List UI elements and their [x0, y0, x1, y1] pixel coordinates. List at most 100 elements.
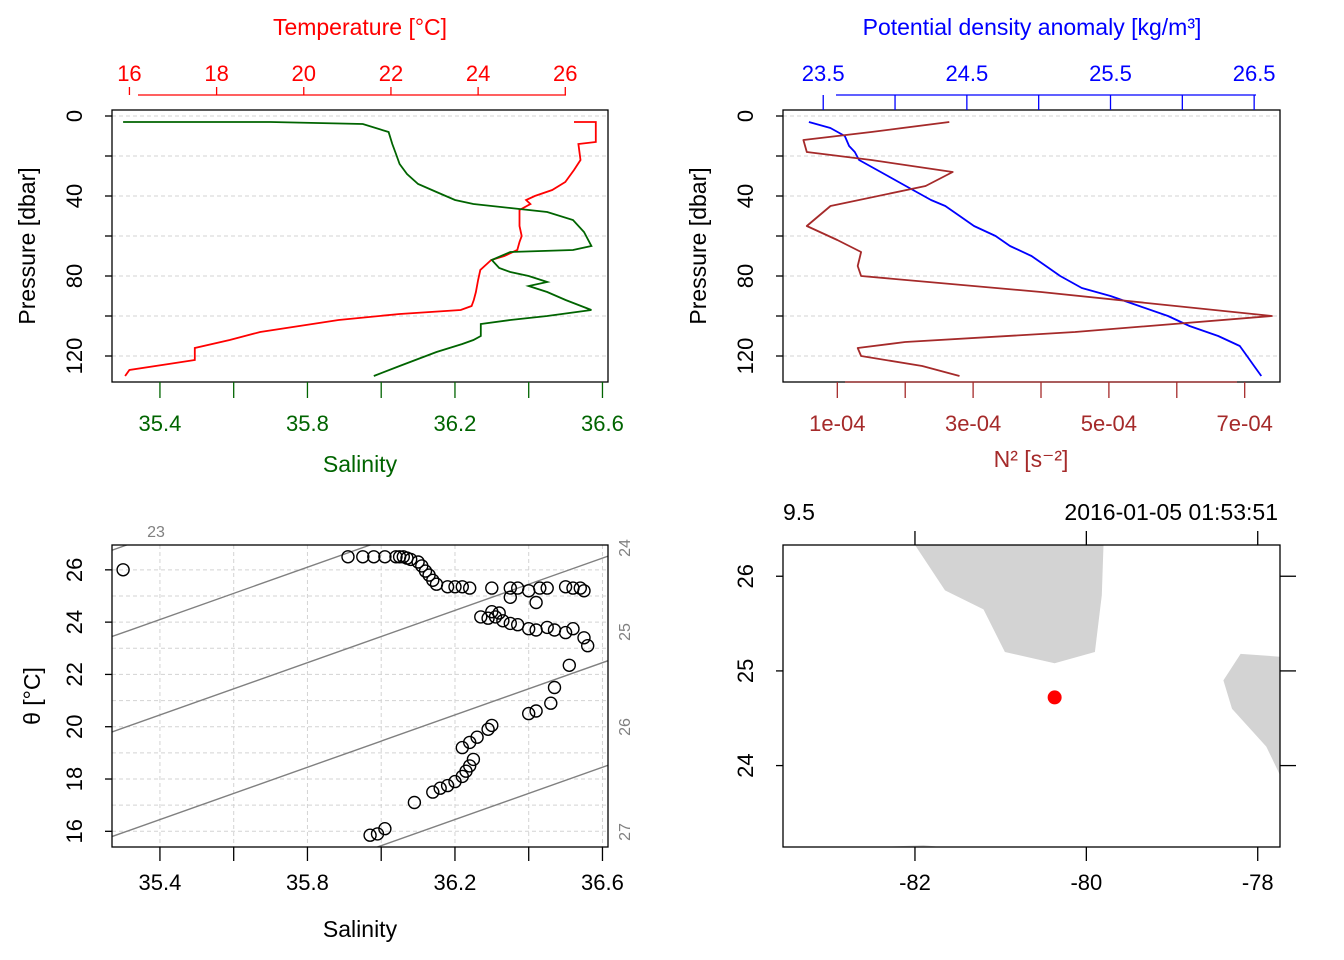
pressure-tick-label: 80 [733, 264, 758, 288]
ts-point [533, 581, 547, 595]
pressure-axis-ticks: 0 40 80 120 [62, 110, 112, 374]
ts-diagram-panel: 35.4 35.8 36.2 36.6 16 18 20 22 24 26 23 24 25 26 27… [19, 524, 634, 942]
ts-point [562, 658, 576, 672]
density-profile-lines [802, 121, 1273, 377]
ts-point [367, 550, 381, 564]
temperature-line [124, 121, 597, 377]
n2-axis-label: N² [s⁻²] [994, 446, 1069, 472]
ts-point [558, 580, 573, 594]
isopycnal-label: 25 [617, 623, 634, 641]
density-profile-frame [782, 109, 1281, 383]
isopycnal-label: 24 [617, 539, 634, 557]
ts-point [440, 580, 455, 594]
map-panel: -82 -80 -78 24 25 26 9.5 2016-01-05 01:53:51 [733, 499, 1296, 895]
temperature-tick-label: 20 [292, 61, 316, 86]
salinity-line [123, 121, 593, 377]
density-line [808, 121, 1263, 377]
temperature-tick-label: 18 [204, 61, 228, 86]
theta-tick-label: 26 [62, 558, 87, 582]
salinity-tick-label: 36.6 [581, 870, 624, 895]
ts-point [558, 625, 573, 640]
ts-point [426, 785, 440, 799]
ts-point [529, 595, 543, 610]
ts-diagram-ylabel: θ [°C] [19, 667, 45, 725]
ts-point [481, 611, 495, 625]
map-latitude-ticks: 24 25 26 [733, 564, 1296, 778]
pressure-tick-label: 0 [733, 110, 758, 122]
n2-axis-ticks: 1e-04 3e-04 5e-04 7e-04 [809, 382, 1273, 436]
ts-point [448, 774, 462, 789]
pressure-tick-label: 0 [62, 110, 87, 122]
isopycnal-label: 23 [147, 524, 165, 541]
temperature-tick-label: 24 [466, 61, 490, 86]
salinity-axis-label: Salinity [323, 451, 398, 477]
ts-diagram-x-ticks: 35.4 35.8 36.2 36.6 [139, 847, 624, 895]
ts-point [455, 740, 469, 755]
ts-point [492, 606, 506, 620]
longitude-tick-label: -82 [899, 870, 931, 895]
ts-point [485, 718, 499, 733]
isopycnal-line [375, 764, 608, 847]
n2-tick-label: 3e-04 [945, 411, 1001, 436]
ts-points [116, 550, 595, 842]
ts-point [566, 622, 580, 636]
ts-point [529, 623, 543, 637]
ts-point [404, 552, 418, 567]
ts-diagram-frame [111, 544, 609, 848]
ts-point [363, 828, 377, 842]
ts-point [341, 550, 355, 564]
land-polygon [915, 545, 1104, 664]
density-tick-label: 24.5 [945, 61, 988, 86]
pressure-axis-label: Pressure [dbar] [14, 167, 40, 324]
ts-point [466, 752, 481, 767]
map-land [880, 545, 1280, 847]
salinity-tick-label: 35.8 [286, 411, 329, 436]
theta-tick-label: 22 [62, 662, 87, 686]
ts-point [529, 704, 543, 718]
ts-point [488, 610, 503, 624]
salinity-tick-label: 35.8 [286, 870, 329, 895]
ts-point [389, 550, 403, 564]
isopycnal-label: 27 [617, 823, 634, 841]
pressure-tick-label: 120 [733, 338, 758, 375]
temperature-axis-label: Temperature [°C] [273, 14, 447, 40]
ts-point [540, 581, 554, 595]
ts-point [370, 827, 385, 841]
n2-tick-label: 7e-04 [1217, 411, 1273, 436]
ts-point [356, 550, 370, 564]
density-profile-grid [783, 115, 1280, 357]
ts-point [573, 581, 587, 595]
ts-point [503, 581, 517, 595]
latitude-tick-label: 25 [733, 659, 758, 683]
station-marker [1047, 690, 1062, 705]
isopycnal-line [112, 545, 373, 638]
isopycnal-line [112, 660, 608, 838]
ts-point [566, 581, 580, 595]
density-tick-label: 26.5 [1233, 61, 1276, 86]
map-longitude-ticks: -82 -80 -78 [899, 531, 1274, 895]
ts-diagram-grid [112, 545, 608, 847]
ts-diagram-y-ticks: 16 18 20 22 24 26 [62, 558, 112, 844]
ts-point [116, 563, 130, 577]
ts-point [448, 580, 462, 594]
ts-point [426, 573, 440, 587]
pressure-axis-label-2: Pressure [dbar] [685, 167, 711, 324]
ts-point [547, 623, 562, 637]
salinity-tick-label: 36.2 [434, 870, 477, 895]
n2-tick-label: 5e-04 [1081, 411, 1137, 436]
salinity-axis-ticks: 35.4 35.8 36.2 36.6 [139, 382, 624, 436]
ts-point [463, 581, 477, 595]
salinity-tick-label: 36.6 [581, 411, 624, 436]
ts-profile-grid [112, 115, 608, 357]
land-polygon [1223, 653, 1280, 776]
ts-profile-lines [123, 121, 597, 377]
ts-point [522, 706, 536, 721]
latitude-tick-label: 26 [733, 564, 758, 588]
ts-profile-panel: 16 18 20 22 24 26 35.4 35.8 36.2 36.6 0 40 80 120 T… [14, 14, 624, 477]
ts-point [511, 618, 525, 632]
salinity-tick-label: 36.2 [434, 411, 477, 436]
n2-tick-label: 1e-04 [809, 411, 865, 436]
theta-tick-label: 20 [62, 714, 87, 738]
ts-point [503, 590, 517, 604]
